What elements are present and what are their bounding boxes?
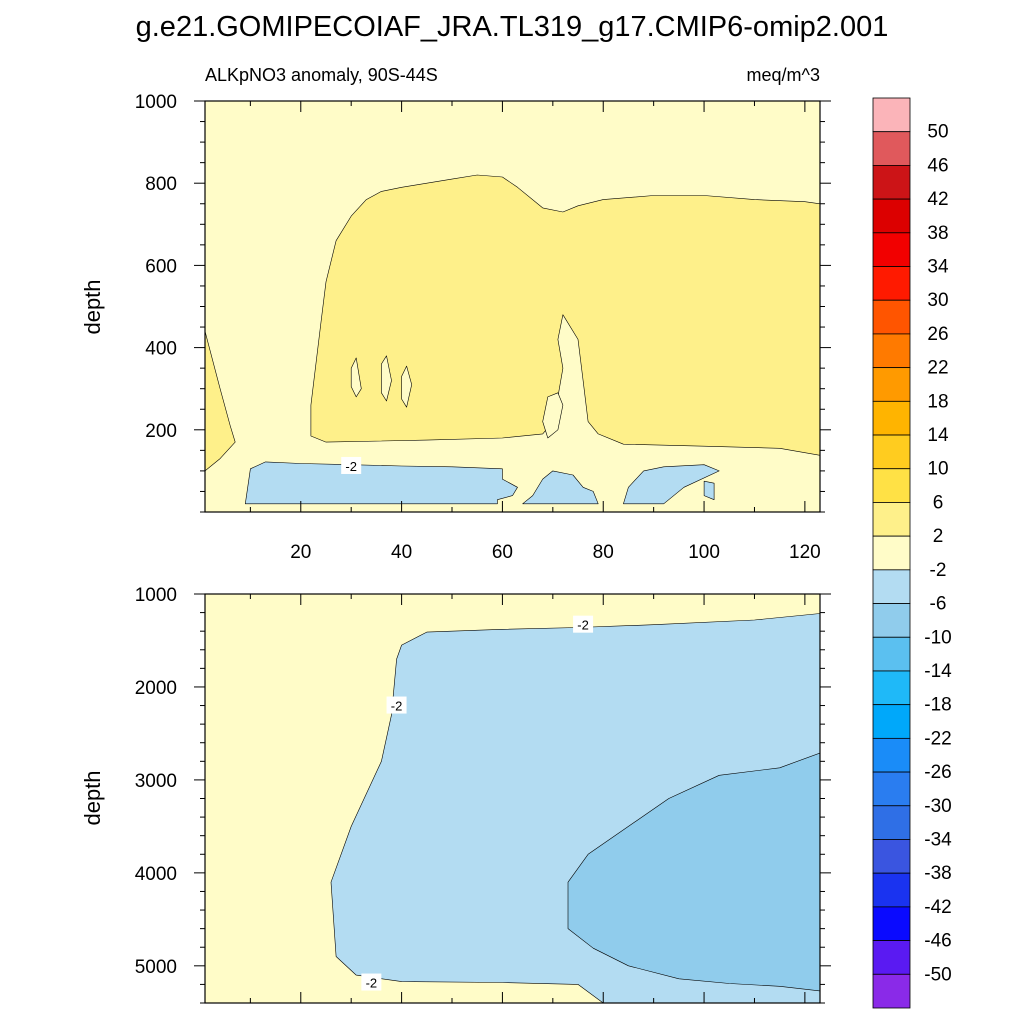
x-tick-label: 100 xyxy=(688,542,720,563)
colorbar-label: 14 xyxy=(927,425,949,446)
figure-title: g.e21.GOMIPECOIAF_JRA.TL319_g17.CMIP6-om… xyxy=(136,11,889,43)
colorbar-swatch xyxy=(872,232,911,267)
colorbar-swatch xyxy=(872,737,911,773)
colorbar-label: 22 xyxy=(927,358,948,379)
contour-region xyxy=(350,357,362,398)
contour-label-bg xyxy=(386,696,407,714)
colorbar-swatch xyxy=(872,400,911,436)
colorbar-label: -6 xyxy=(930,594,947,615)
x-tick-label: 80 xyxy=(593,542,614,563)
colorbar-label: 34 xyxy=(927,257,949,278)
colorbar-label: 18 xyxy=(927,391,948,412)
colorbar-label: 50 xyxy=(927,122,948,143)
contour-label: -2 xyxy=(391,699,403,714)
contour-fills xyxy=(205,101,820,512)
y-tick-label: 600 xyxy=(145,256,177,277)
contour-label: -2 xyxy=(577,618,589,633)
x-tick-label: 40 xyxy=(391,542,412,563)
contour-fills xyxy=(205,594,820,1003)
colorbar-label: -22 xyxy=(924,728,951,749)
contour-region xyxy=(623,464,720,505)
colorbar-label: -26 xyxy=(924,762,951,783)
colorbar-label: -14 xyxy=(924,661,952,682)
colorbar-swatch xyxy=(872,131,911,166)
colorbar-label: 42 xyxy=(927,189,948,210)
y-tick-label: 1000 xyxy=(135,92,177,113)
colorbar-swatch xyxy=(872,333,911,369)
colorbar-swatch xyxy=(872,670,911,706)
y-tick-label: 5000 xyxy=(135,957,177,978)
colorbar-label: -10 xyxy=(924,627,951,648)
colorbar-label: 10 xyxy=(927,459,948,480)
colorbar-swatch xyxy=(872,502,911,537)
colorbar-swatch xyxy=(872,535,911,571)
panel-upper: ALKpNO3 anomaly, 90S-44S meq/m^3 depth -… xyxy=(80,65,831,563)
colorbar-swatch xyxy=(872,872,911,908)
y-tick-label: 400 xyxy=(145,339,177,360)
colorbar: 50 46 42 38 34 30 26 22 18 14 10 6 2 -2 -6 -10 -14 -18 -22… xyxy=(872,97,952,1009)
contour-region xyxy=(310,174,820,456)
colorbar-swatch xyxy=(872,636,911,672)
contour-region xyxy=(401,365,413,408)
contour-label: -2 xyxy=(366,976,378,991)
contour-region xyxy=(522,470,599,505)
y-tick-label: 200 xyxy=(145,421,177,442)
colorbar-swatch xyxy=(872,198,911,234)
colorbar-swatch xyxy=(872,771,911,807)
colorbar-swatch xyxy=(872,805,911,840)
colorbar-label: 6 xyxy=(933,492,944,513)
y-tick-label: 1000 xyxy=(135,585,177,606)
colorbar-label: -2 xyxy=(930,560,947,581)
colorbar-label: -18 xyxy=(924,695,951,716)
colorbar-swatch xyxy=(872,468,911,503)
colorbar-swatch xyxy=(872,97,911,133)
contour-label: -2 xyxy=(345,459,357,474)
colorbar-swatch xyxy=(872,906,911,941)
y-tick-label: 3000 xyxy=(135,771,177,792)
contour-region xyxy=(245,461,518,505)
colorbar-swatch xyxy=(872,940,911,975)
colorbar-swatch xyxy=(872,569,911,604)
colorbar-swatch xyxy=(872,434,911,470)
colorbar-swatch xyxy=(872,367,911,402)
colorbar-label: 2 xyxy=(933,526,944,547)
colorbar-label: -30 xyxy=(924,796,951,817)
panel-upper-subtitle-right: meq/m^3 xyxy=(747,65,820,85)
colorbar-label: -46 xyxy=(924,931,951,952)
colorbar-label: -38 xyxy=(924,863,951,884)
colorbar-swatch xyxy=(872,973,911,1009)
contour-region xyxy=(542,392,564,439)
panel-lower-ylabel: depth xyxy=(80,770,105,825)
panel-upper-subtitle-left: ALKpNO3 anomaly, 90S-44S xyxy=(205,65,438,85)
colorbar-label: 26 xyxy=(927,324,948,345)
colorbar-swatch xyxy=(872,839,911,874)
x-tick-label: 120 xyxy=(789,542,821,563)
colorbar-label: 46 xyxy=(927,155,948,176)
colorbar-swatch xyxy=(872,603,911,638)
panel-lower: depth -2 -2 -2 1000 2000 3000 4000 5000 xyxy=(80,585,831,1004)
y-tick-label: 2000 xyxy=(135,678,177,699)
colorbar-swatch xyxy=(872,704,911,739)
contour-region xyxy=(703,480,715,501)
contour-region xyxy=(381,355,392,402)
contour-label-bg xyxy=(573,615,594,633)
contour-label-bg xyxy=(341,456,362,474)
colorbar-swatch xyxy=(872,266,911,301)
colorbar-label: 30 xyxy=(927,290,948,311)
y-tick-label: 800 xyxy=(145,174,177,195)
colorbar-swatch xyxy=(872,299,911,335)
contour-label-bg xyxy=(361,973,382,991)
colorbar-label: 38 xyxy=(927,223,948,244)
colorbar-label: -50 xyxy=(924,964,951,985)
colorbar-swatch xyxy=(872,165,911,200)
y-tick-label: 4000 xyxy=(135,864,177,885)
contour-region xyxy=(567,752,820,992)
contour-region xyxy=(205,330,236,472)
x-tick-label: 60 xyxy=(492,542,513,563)
colorbar-label: -42 xyxy=(924,897,951,918)
colorbar-label: -34 xyxy=(924,829,952,850)
x-tick-label: 20 xyxy=(290,542,311,563)
panel-upper-ylabel: depth xyxy=(80,279,105,334)
